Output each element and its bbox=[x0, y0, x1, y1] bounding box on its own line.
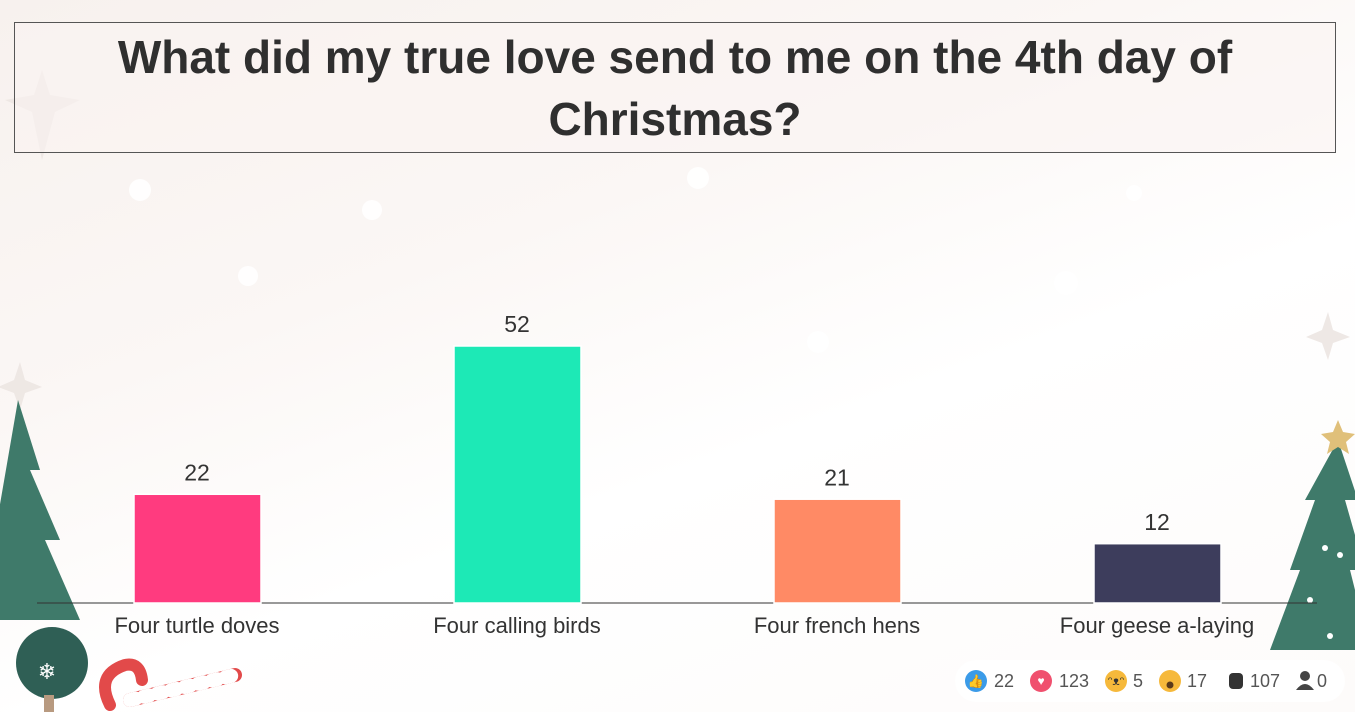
reaction-count: 107 bbox=[1250, 671, 1280, 691]
svg-text:ᵔᴥᵔ: ᵔᴥᵔ bbox=[1108, 674, 1125, 688]
bar bbox=[453, 345, 582, 604]
title-box: What did my true love send to me on the … bbox=[14, 22, 1336, 153]
bar bbox=[1093, 542, 1222, 604]
bar bbox=[133, 493, 262, 604]
reaction-count: 17 bbox=[1187, 671, 1207, 691]
reaction-count: 123 bbox=[1059, 671, 1089, 691]
tree-left: ❄ bbox=[0, 400, 88, 712]
reactions-bar bbox=[955, 660, 1345, 702]
category-label: Four geese a-laying bbox=[1060, 613, 1254, 638]
candy-cane bbox=[99, 658, 242, 711]
svg-text:👍: 👍 bbox=[968, 673, 984, 688]
reaction-icons: 👍 ♥ ᵔᴥᵔ bbox=[965, 670, 1314, 692]
reaction-count: 22 bbox=[994, 671, 1014, 691]
category-label: Four calling birds bbox=[433, 613, 601, 638]
reaction-count: 0 bbox=[1317, 671, 1327, 691]
svg-text:❄: ❄ bbox=[38, 659, 56, 684]
category-label: Four turtle doves bbox=[114, 613, 279, 638]
reaction-count: 5 bbox=[1133, 671, 1143, 691]
value-label: 21 bbox=[824, 464, 850, 490]
bar bbox=[773, 498, 902, 604]
value-label: 52 bbox=[504, 311, 530, 337]
tree-right bbox=[1270, 420, 1355, 650]
value-label: 22 bbox=[184, 459, 210, 485]
chart-title: What did my true love send to me on the … bbox=[117, 30, 1233, 145]
svg-text:♥: ♥ bbox=[1037, 674, 1044, 688]
category-label: Four french hens bbox=[754, 613, 920, 638]
value-label: 12 bbox=[1144, 509, 1170, 535]
